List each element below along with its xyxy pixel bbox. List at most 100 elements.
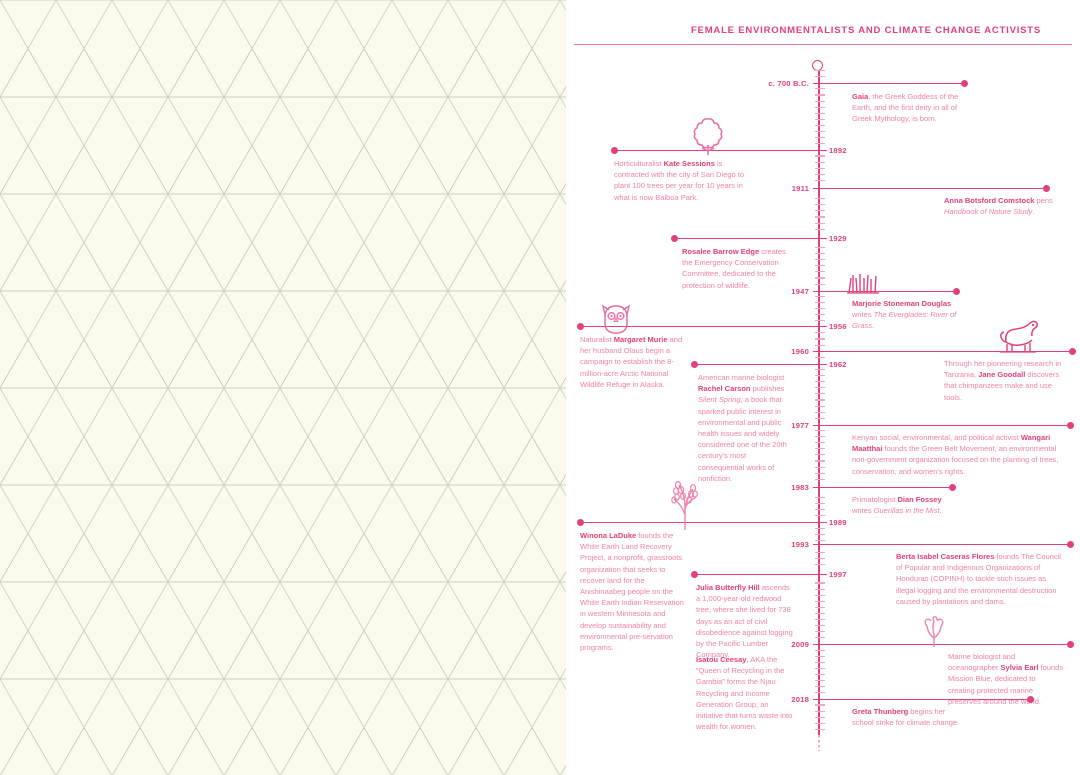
axis-tick <box>815 716 825 718</box>
axis-tick <box>815 173 825 175</box>
year-label-1956: 1956 <box>829 321 847 331</box>
axis-tick <box>815 283 825 285</box>
axis-tick-major <box>813 238 827 240</box>
axis-tick <box>815 588 825 590</box>
event-text-winona-laduke: Winona LaDuke founds the White Earth Lan… <box>580 531 684 653</box>
year-label-1911: 1911 <box>791 183 809 193</box>
axis-tick-major <box>813 574 827 576</box>
axis-tick <box>815 204 825 206</box>
axis-tick <box>815 381 825 383</box>
event-text-isatou-ceesay: Isatou Ceesay, AKA the “Queen of Recycli… <box>696 655 793 732</box>
axis-tick <box>815 295 825 297</box>
page-title: FEMALE ENVIRONMENTALISTS AND CLIMATE CHA… <box>690 25 1042 36</box>
chimpanzee-icon <box>994 316 1040 354</box>
isometric-grid-pattern <box>0 0 566 775</box>
axis-tick <box>815 503 825 505</box>
axis-tick <box>815 497 825 499</box>
axis-tick <box>815 137 825 139</box>
event-text-berta-isabel-caseras-flores: Berta Isabel Caseras Flores founds The C… <box>896 552 1061 606</box>
event-connector <box>819 188 1046 190</box>
year-label-1892: 1892 <box>829 145 847 155</box>
year-label-1960: 1960 <box>791 346 809 356</box>
timeline-panel: FEMALE ENVIRONMENTALISTS AND CLIMATE CHA… <box>566 0 1080 775</box>
year-label-1962: 1962 <box>829 359 847 369</box>
axis-tick <box>815 112 825 114</box>
year-label-c. 700 B.C.: c. 700 B.C. <box>768 78 809 88</box>
event-connector <box>580 522 819 524</box>
sawgrass-icon <box>845 272 881 294</box>
axis-tick <box>815 704 825 706</box>
axis-tick <box>815 118 825 120</box>
axis-tick <box>815 271 825 273</box>
year-label-1989: 1989 <box>829 517 847 527</box>
axis-tick <box>815 710 825 712</box>
event-text-julia-butterfly-hill: Julia Butterfly Hill ascends a 1,000-yea… <box>696 583 793 660</box>
year-label-2009: 2009 <box>791 639 809 649</box>
axis-tick <box>815 429 825 432</box>
axis-tick <box>815 259 825 261</box>
tree-icon <box>686 115 730 159</box>
axis-tick <box>815 216 825 218</box>
event-text-kate-sessions: Horticulturalist Kate Sessions is contra… <box>614 159 745 202</box>
event-text-wangari-maatthai: Kenyan social, environmental, and politi… <box>852 433 1059 476</box>
axis-tick <box>815 338 825 340</box>
wild-rice-icon <box>660 477 710 531</box>
axis-tick <box>815 667 825 669</box>
event-text-marjorie-stoneman-douglas: Marjorie Stoneman Douglas writes The Eve… <box>852 299 957 331</box>
axis-tick <box>815 314 825 316</box>
axis-tick <box>815 253 825 255</box>
axis-tick <box>815 619 825 621</box>
axis-tick <box>815 399 825 401</box>
event-text-dian-fossey: Primatologist Dian Fossey writes Guerill… <box>852 495 942 516</box>
event-connector <box>694 574 819 576</box>
event-endpoint-dot <box>960 80 968 87</box>
axis-tick <box>815 228 825 230</box>
event-endpoint-dot <box>576 323 584 330</box>
axis-tick <box>815 222 825 224</box>
axis-tick <box>815 436 825 438</box>
event-text-jane-goodall: Through her pioneering research in Tanza… <box>944 359 1062 402</box>
axis-dotted-tail <box>817 735 820 751</box>
axis-tick <box>815 393 825 395</box>
axis-tick <box>815 582 825 584</box>
axis-tick <box>815 728 825 730</box>
axis-tick <box>815 673 825 676</box>
axis-tick <box>815 76 825 78</box>
event-endpoint-dot <box>690 571 698 578</box>
axis-tick <box>815 368 825 371</box>
axis-tick <box>815 692 825 694</box>
axis-tick <box>815 344 825 346</box>
decorative-pattern-panel <box>0 0 566 775</box>
axis-tick <box>815 210 825 212</box>
event-text-margaret-murie: Naturalist Margaret Murie and her husban… <box>580 335 683 389</box>
axis-tick <box>815 179 825 181</box>
event-connector <box>819 291 956 293</box>
axis-tick <box>815 594 825 596</box>
event-connector <box>819 351 1072 353</box>
event-connector <box>674 238 819 240</box>
axis-tick <box>815 442 825 444</box>
axis-tick <box>815 155 825 157</box>
axis-tick <box>815 722 825 724</box>
event-endpoint-dot <box>670 235 678 242</box>
axis-tick <box>815 94 825 96</box>
axis-tick <box>815 661 825 663</box>
coral-icon <box>918 616 950 648</box>
axis-tick <box>815 625 825 627</box>
axis-tick <box>815 387 825 389</box>
axis-tick <box>815 332 825 334</box>
axis-tick <box>815 100 825 102</box>
event-text-greta-thunberg: Greta Thunberg begins her school strike … <box>852 707 960 728</box>
axis-tick <box>815 564 825 566</box>
axis-tick-major <box>813 326 827 328</box>
year-label-1983: 1983 <box>791 482 809 492</box>
event-endpoint-dot <box>610 147 618 154</box>
event-endpoint-dot <box>952 288 960 295</box>
axis-tick <box>815 454 825 456</box>
axis-tick <box>815 277 825 279</box>
axis-tick-major <box>813 364 827 366</box>
axis-tick <box>815 405 825 407</box>
axis-tick <box>815 167 825 169</box>
axis-tick <box>815 655 825 657</box>
axis-tick <box>815 606 825 608</box>
